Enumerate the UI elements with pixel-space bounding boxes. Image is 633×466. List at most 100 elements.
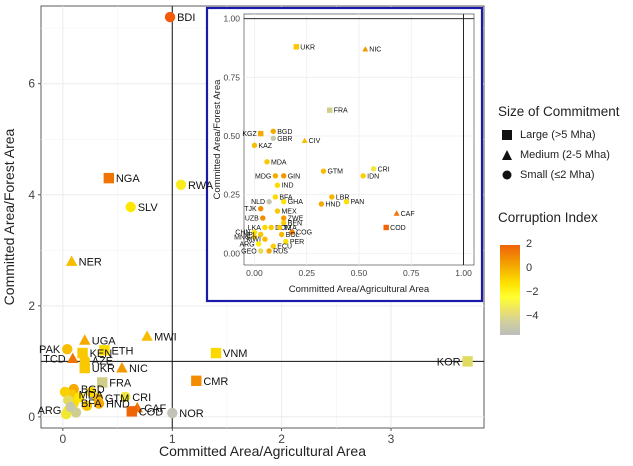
inset-point-label: UKR	[300, 44, 315, 51]
legend-label-large: Large (>5 Mha)	[520, 129, 596, 141]
inset-data-point	[281, 198, 287, 205]
inset-data-point	[264, 159, 270, 165]
data-point	[99, 345, 110, 356]
inset-point-label: ZWE	[288, 216, 304, 223]
inset-data-point	[266, 248, 272, 254]
size-legend-title: Size of Commitment	[498, 104, 620, 119]
x-tick-label: 2	[278, 432, 285, 446]
inset-point-label: MNG	[234, 234, 250, 241]
inset-x-tick-label: 0.50	[351, 268, 368, 278]
inset-data-point	[270, 135, 276, 142]
data-point	[79, 334, 91, 345]
inset-point-label: CAF	[401, 211, 415, 218]
colorbar	[500, 245, 520, 335]
inset-point-label: GTM	[327, 169, 343, 176]
point-label: HND	[106, 399, 130, 411]
inset-point-label: COD	[390, 225, 406, 232]
inset-point-label: BOL	[286, 232, 300, 239]
inset-data-point	[251, 142, 258, 149]
circle-icon	[498, 167, 516, 183]
inset-point-label: ARG	[239, 241, 254, 248]
data-point	[79, 362, 90, 374]
inset-point-label: UZB	[245, 216, 259, 223]
point-label: MWI	[154, 331, 177, 343]
inset-y-tick-label: 0.50	[223, 131, 240, 141]
legend-item-medium: Medium (2-5 Mha)	[498, 145, 628, 165]
inset-data-point	[283, 238, 289, 245]
point-label: NGA	[116, 173, 141, 185]
inset-point-label: GIN	[288, 173, 300, 180]
point-label: CMR	[203, 376, 228, 388]
point-label: VNM	[223, 348, 247, 360]
inset-data-point	[270, 128, 276, 134]
triangle-icon	[498, 147, 516, 163]
inset-point-label: CHN	[235, 230, 250, 237]
data-point	[81, 400, 93, 411]
inset-point-label: MDA	[271, 159, 287, 166]
data-point	[120, 391, 131, 403]
inset-point-label: MDG	[255, 173, 271, 180]
inset-point-label: KGZ	[242, 131, 257, 138]
inset-data-point	[268, 224, 274, 231]
inset-point-label: IDN	[367, 173, 379, 180]
inset-y-tick-label: 0.75	[223, 72, 240, 82]
inset-point-label: CIV	[309, 138, 321, 145]
inset-point-label: PAN	[350, 199, 364, 206]
data-point	[65, 255, 78, 266]
inset-x-tick-label: 0.00	[246, 268, 263, 278]
inset-x-tick-label: 1.00	[455, 268, 472, 278]
inset-data-point	[320, 168, 327, 174]
inset-data-point	[293, 44, 299, 50]
data-point	[175, 179, 187, 190]
data-point	[191, 375, 202, 387]
legend-item-large: Large (>5 Mha)	[498, 125, 628, 145]
inset-data-point	[318, 201, 325, 207]
x-tick-label: 0	[60, 432, 67, 446]
data-point	[103, 172, 115, 184]
data-point	[97, 377, 108, 388]
inset-point-label: BEN	[288, 220, 302, 227]
inset-data-point	[276, 224, 283, 231]
inset-point-label: IND	[281, 183, 293, 190]
inset-point-label: HND	[325, 202, 340, 209]
x-axis-label: Committed Area/Agricultural Area	[159, 443, 366, 459]
inset-point-label: NIC	[369, 47, 381, 54]
inset-data-point	[301, 137, 308, 143]
point-label: CAF	[144, 403, 166, 415]
data-point	[167, 407, 178, 419]
color-legend: Corruption Index 2 0 −2 −4	[498, 210, 628, 335]
data-point	[141, 330, 153, 341]
size-legend: Size of Commitment Large (>5 Mha) Medium…	[498, 104, 628, 185]
data-point	[116, 362, 128, 373]
data-point	[59, 386, 71, 398]
data-point	[65, 401, 76, 413]
inset-point-label: CRI	[378, 166, 390, 173]
inset-y-tick-label: 1.00	[223, 14, 240, 24]
inset-point-label: TJK	[244, 206, 257, 213]
inset-data-point	[258, 130, 264, 137]
inset-x-axis-label: Committed Area/Agricultural Area	[289, 284, 430, 295]
colorbar-tick: 0	[526, 262, 533, 274]
inset-data-point	[272, 194, 279, 200]
inset-point-label: GBR	[277, 136, 292, 143]
inset-point-label: PER	[290, 239, 304, 246]
inset-y-axis-label: Committed Area/Forest Area	[212, 79, 223, 200]
inset-data-point	[327, 107, 333, 113]
inset-point-label: TZA	[284, 225, 298, 232]
inset-data-point	[258, 248, 264, 254]
legend-label-medium: Medium (2-5 Mha)	[520, 149, 610, 161]
inset-y-tick-label: 0.00	[223, 248, 240, 258]
point-label: KEN	[90, 348, 113, 360]
data-point	[62, 343, 73, 355]
point-label: FRA	[109, 377, 132, 389]
y-tick-label: 6	[28, 77, 35, 91]
inset-data-point	[370, 166, 377, 172]
inset-data-point	[393, 210, 400, 216]
inset-data-point	[281, 220, 287, 226]
inset-point-label: GHA	[288, 199, 304, 206]
inset-data-point	[343, 198, 350, 205]
colorbar-tick: −4	[526, 310, 539, 322]
inset-data-point	[262, 236, 268, 242]
inset-data-point	[260, 215, 266, 221]
